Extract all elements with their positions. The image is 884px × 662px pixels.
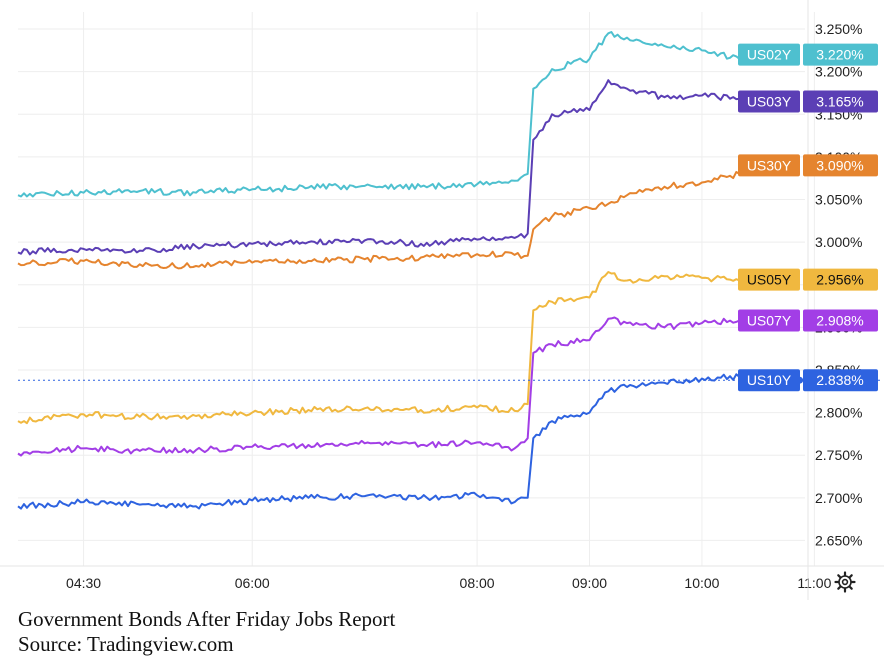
series-label: US02Y xyxy=(747,47,792,63)
series-line-us30y xyxy=(17,157,797,270)
series-badge-us03y: US03Y 3.165% xyxy=(738,90,878,113)
series-value-label: 2.956% xyxy=(816,272,863,288)
y-tick-label: 2.700% xyxy=(815,490,862,506)
series-badge-name-bg xyxy=(738,268,800,291)
series-badge-us02y: US02Y 3.220% xyxy=(738,43,878,66)
y-tick-label: 3.050% xyxy=(815,192,862,208)
chart-area: 2.650%2.700%2.750%2.800%2.850%2.900%2.95… xyxy=(0,0,884,600)
series-value-label: 3.090% xyxy=(816,157,863,173)
series-badge-name-bg xyxy=(738,90,800,113)
x-tick-label: 08:00 xyxy=(460,575,495,591)
x-tick-label: 11:00 xyxy=(797,575,831,591)
series-badge-name-bg xyxy=(738,369,800,392)
series-badge-us07y: US07Y 2.908% xyxy=(738,309,878,332)
y-tick-label: 2.750% xyxy=(815,447,862,463)
series-label: US05Y xyxy=(747,272,792,288)
y-tick-label: 2.800% xyxy=(815,405,862,421)
yield-line-chart: 2.650%2.700%2.750%2.800%2.850%2.900%2.95… xyxy=(0,0,884,600)
caption-source: Source: Tradingview.com xyxy=(18,632,234,656)
series-badge-us30y: US30Y 3.090% xyxy=(738,154,878,177)
series-badge-value-bg xyxy=(803,268,878,291)
x-tick-label: 10:00 xyxy=(684,575,719,591)
series-value-label: 2.908% xyxy=(816,313,863,329)
series-line-us05y xyxy=(17,271,796,425)
series-badge-us05y: US05Y 2.956% xyxy=(738,268,878,291)
series-badge-name-bg xyxy=(738,43,800,66)
series-value-label: 2.838% xyxy=(816,372,863,388)
series-badge-name-bg xyxy=(738,309,800,332)
x-tick-label: 09:00 xyxy=(572,575,607,591)
series-label: US10Y xyxy=(747,372,792,388)
series-badge-value-bg xyxy=(803,43,878,66)
series-label: US30Y xyxy=(747,157,792,173)
y-tick-label: 3.200% xyxy=(815,64,862,80)
y-tick-label: 2.650% xyxy=(815,532,862,548)
series-line-us03y xyxy=(17,79,797,256)
y-tick-label: 3.000% xyxy=(815,234,862,250)
x-tick-label: 04:30 xyxy=(66,575,101,591)
series-badge-value-bg xyxy=(803,154,878,177)
series-value-label: 3.165% xyxy=(816,93,863,109)
series-value-label: 3.220% xyxy=(816,47,863,63)
series-label: US03Y xyxy=(747,93,792,109)
gear-icon[interactable] xyxy=(833,570,857,594)
series-badge-value-bg xyxy=(803,90,878,113)
series-badge-value-bg xyxy=(803,369,878,392)
y-tick-label: 3.250% xyxy=(815,21,862,37)
series-badge-name-bg xyxy=(738,154,800,177)
series-line-us02y xyxy=(17,31,796,198)
series-line-us07y xyxy=(17,315,797,457)
series-line-us10y xyxy=(17,372,796,510)
series-badge-us10y: US10Y 2.838% xyxy=(738,369,878,392)
series-label: US07Y xyxy=(747,313,792,329)
caption-title: Government Bonds After Friday Jobs Repor… xyxy=(18,607,396,631)
series-badge-value-bg xyxy=(803,309,878,332)
x-tick-label: 06:00 xyxy=(235,575,270,591)
